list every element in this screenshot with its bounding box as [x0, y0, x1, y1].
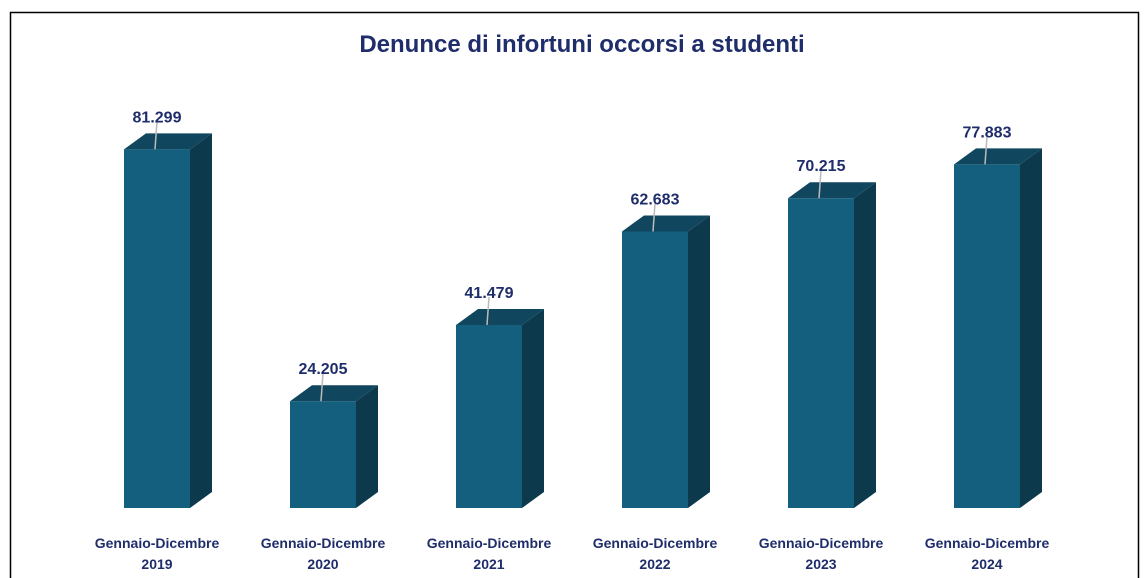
bar-side — [190, 133, 212, 508]
bar-top — [456, 309, 544, 326]
bar-top — [622, 215, 710, 232]
bar-side — [1020, 148, 1042, 508]
bar — [124, 149, 190, 508]
chart-title: Denunce di infortuni occorsi a studenti — [359, 31, 804, 58]
x-tick-label: Gennaio-Dicembre 2021 — [427, 535, 552, 572]
bar-top — [124, 133, 212, 150]
bar — [622, 231, 688, 509]
value-label: 62.683 — [631, 191, 680, 208]
x-tick-label: Gennaio-Dicembre 2024 — [925, 535, 1050, 572]
bar-top — [788, 182, 876, 199]
leader-line — [652, 203, 656, 232]
leader-line — [154, 121, 158, 150]
x-tick-label: Gennaio-Dicembre 2019 — [95, 535, 220, 572]
bar — [290, 401, 356, 508]
leader-line — [486, 296, 490, 326]
bar — [456, 325, 522, 508]
x-tick-label: Gennaio-Dicembre 2023 — [759, 535, 884, 572]
value-label: 81.299 — [133, 109, 182, 126]
leader-line — [818, 170, 822, 199]
leader-line — [984, 136, 988, 165]
frame — [9, 11, 1140, 578]
bar-side — [688, 215, 710, 509]
leader-line — [320, 373, 324, 402]
value-label: 41.479 — [465, 285, 514, 302]
x-tick-label: Gennaio-Dicembre 2022 — [593, 535, 718, 572]
bar-side — [356, 385, 378, 508]
bar — [954, 164, 1020, 508]
bar — [788, 198, 854, 508]
value-label: 77.883 — [963, 124, 1012, 141]
bar-side — [522, 309, 544, 508]
x-tick-label: Gennaio-Dicembre 2020 — [261, 535, 386, 572]
value-label: 70.215 — [797, 158, 846, 175]
bar-top — [954, 148, 1042, 165]
bar-top — [290, 385, 378, 402]
value-label: 24.205 — [299, 361, 348, 378]
bar-side — [854, 182, 876, 508]
